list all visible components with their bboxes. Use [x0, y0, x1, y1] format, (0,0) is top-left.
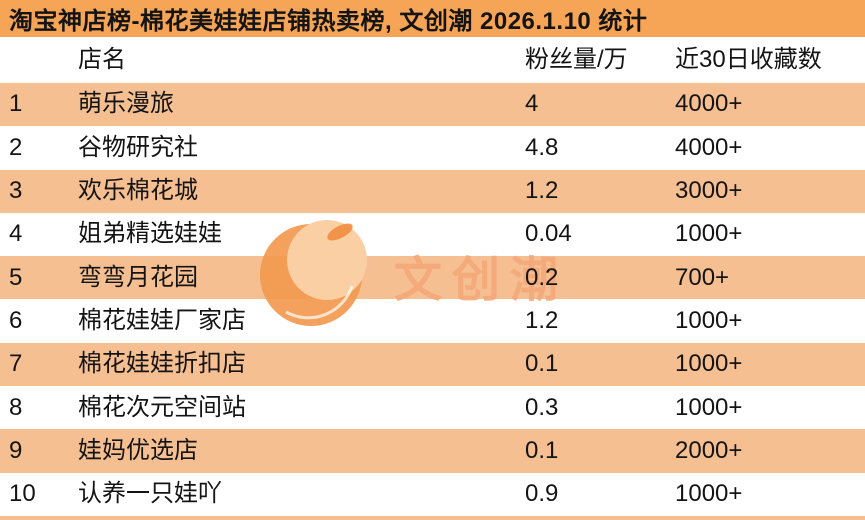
favorites-cell: 3000+: [675, 177, 743, 205]
rank-cell: 3: [9, 177, 23, 205]
favorites-cell: 2000+: [675, 436, 743, 464]
fans-cell: 0.2: [525, 263, 559, 291]
table-title-bar: 淘宝神店榜-棉花美娃娃店铺热卖榜, 文创潮 2026.1.10 统计: [0, 0, 865, 37]
rank-cell: 7: [9, 350, 23, 378]
fans-cell: 1.2: [525, 306, 559, 334]
shop-name-cell: 谷物研究社: [78, 133, 198, 161]
table-row: 3 欢乐棉花城 1.2 3000+: [0, 169, 865, 213]
header-shop: 店名: [78, 45, 126, 73]
table-row: 10 认养一只娃吖 0.9 1000+: [0, 473, 865, 516]
shop-name-cell: 认养一只娃吖: [78, 480, 222, 508]
favorites-cell: 1000+: [675, 350, 743, 378]
fans-cell: 0.1: [525, 436, 559, 464]
favorites-cell: 4000+: [675, 90, 743, 118]
rank-cell: 10: [9, 480, 36, 508]
shop-name-cell: 娃妈优选店: [78, 436, 198, 464]
rank-cell: 1: [9, 90, 23, 118]
table-row: 8 棉花次元空间站 0.3 1000+: [0, 386, 865, 429]
favorites-cell: 1000+: [675, 306, 743, 334]
rank-cell: 6: [9, 306, 23, 334]
table-row: 9 娃妈优选店 0.1 2000+: [0, 429, 865, 473]
shop-name-cell: 棉花次元空间站: [78, 393, 246, 421]
favorites-cell: 1000+: [675, 480, 743, 508]
shop-name-cell: 棉花娃娃厂家店: [78, 306, 246, 334]
fans-cell: 4: [525, 90, 539, 118]
header-fans: 粉丝量/万: [525, 45, 628, 73]
fans-cell: 1.2: [525, 177, 559, 205]
fans-cell: 0.3: [525, 393, 559, 421]
rank-cell: 4: [9, 220, 23, 248]
rank-cell: 5: [9, 263, 23, 291]
rank-cell: 2: [9, 133, 23, 161]
shop-name-cell: 弯弯月花园: [78, 263, 198, 291]
table-row: 4 姐弟精选娃娃 0.04 1000+: [0, 213, 865, 256]
fans-cell: 4.8: [525, 133, 559, 161]
favorites-cell: 1000+: [675, 220, 743, 248]
fans-cell: 0.04: [525, 220, 572, 248]
bottom-edge-stripe: [0, 515, 865, 520]
table-row: 7 棉花娃娃折扣店 0.1 1000+: [0, 342, 865, 387]
favorites-cell: 700+: [675, 263, 730, 291]
table-title: 淘宝神店榜-棉花美娃娃店铺热卖榜, 文创潮 2026.1.10 统计: [9, 8, 648, 35]
table-row: 5 弯弯月花园 0.2 700+: [0, 256, 865, 300]
table-row: 6 棉花娃娃厂家店 1.2 1000+: [0, 299, 865, 342]
shop-name-cell: 棉花娃娃折扣店: [78, 350, 246, 378]
shop-name-cell: 姐弟精选娃娃: [78, 220, 222, 248]
rank-cell: 9: [9, 436, 23, 464]
header-favorites: 近30日收藏数: [675, 45, 822, 73]
fans-cell: 0.9: [525, 480, 559, 508]
table-row: 1 萌乐漫旅 4 4000+: [0, 83, 865, 127]
favorites-cell: 4000+: [675, 133, 743, 161]
shop-name-cell: 萌乐漫旅: [78, 90, 174, 118]
favorites-cell: 1000+: [675, 393, 743, 421]
header-row: 店名 粉丝量/万 近30日收藏数: [0, 37, 865, 83]
rank-cell: 8: [9, 393, 23, 421]
fans-cell: 0.1: [525, 350, 559, 378]
shop-name-cell: 欢乐棉花城: [78, 177, 198, 205]
table-row: 2 谷物研究社 4.8 4000+: [0, 126, 865, 169]
